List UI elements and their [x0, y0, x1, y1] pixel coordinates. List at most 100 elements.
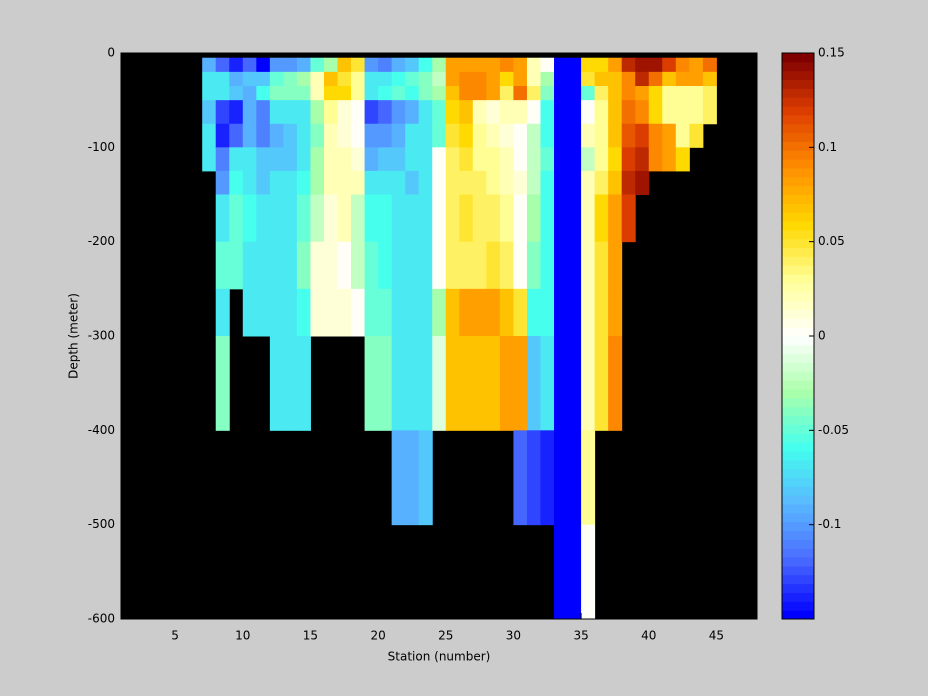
heatmap-cell	[675, 71, 690, 87]
heatmap-cell	[378, 288, 393, 337]
heatmap-cell	[242, 194, 257, 243]
colorbar-band	[782, 565, 814, 576]
heatmap-cell	[621, 71, 636, 87]
plot-frame	[120, 52, 758, 620]
heatmap-cell	[202, 71, 217, 87]
heatmap-cell	[323, 71, 339, 87]
colorbar-band	[782, 415, 814, 425]
heatmap-cell	[418, 170, 433, 195]
colorbar-band	[782, 433, 814, 443]
heatmap-cell	[310, 170, 325, 195]
heatmap-cell	[296, 194, 311, 243]
colorbar-band	[782, 397, 814, 408]
heatmap-cell	[364, 71, 379, 87]
heatmap-cell	[269, 123, 284, 148]
heatmap-cell	[513, 430, 528, 526]
heatmap-cell	[581, 241, 596, 290]
heatmap-cell	[337, 123, 352, 148]
heatmap-cell	[296, 288, 311, 337]
heatmap-cell	[648, 57, 663, 73]
heatmap-cell	[364, 336, 379, 431]
colorbar-band	[782, 123, 814, 134]
heatmap-cell	[215, 86, 230, 101]
heatmap-cell	[608, 288, 623, 337]
heatmap-cell	[567, 288, 582, 337]
heatmap-cell	[499, 288, 514, 337]
colorbar-band	[782, 106, 814, 116]
heatmap-cell	[405, 170, 420, 195]
heatmap-cell	[269, 71, 284, 87]
heatmap-cell	[648, 86, 663, 101]
heatmap-cell	[513, 336, 528, 431]
heatmap-cell	[554, 524, 569, 620]
heatmap-cell	[418, 147, 433, 172]
heatmap-cell	[364, 123, 379, 148]
heatmap-cell	[418, 86, 433, 101]
heatmap-cell	[513, 71, 528, 87]
heatmap-cell	[513, 57, 528, 73]
heatmap-cell	[215, 336, 230, 431]
heatmap-cell	[310, 71, 325, 87]
heatmap-cell	[229, 147, 244, 172]
heatmap-cell	[296, 86, 311, 101]
heatmap-cell	[581, 147, 596, 172]
heatmap-cell	[499, 336, 514, 431]
heatmap-cell	[459, 123, 474, 148]
heatmap-cell	[418, 241, 433, 290]
heatmap-cell	[499, 241, 514, 290]
heatmap-cell	[296, 336, 311, 431]
heatmap-cell	[310, 241, 325, 290]
heatmap-cell	[459, 170, 474, 195]
heatmap-cell	[540, 123, 555, 148]
heatmap-cell	[554, 71, 569, 87]
heatmap-cell	[486, 147, 501, 172]
heatmap-cell	[459, 336, 474, 431]
heatmap-cell	[378, 241, 393, 290]
colorbar-band	[782, 336, 814, 346]
heatmap-cell	[702, 100, 717, 125]
colorbar-tick-label: -0.1	[818, 517, 841, 531]
heatmap-cell	[486, 86, 501, 101]
heatmap-cell	[526, 288, 541, 337]
heatmap-cell	[229, 123, 244, 148]
heatmap-cell	[540, 71, 555, 87]
heatmap-cell	[648, 123, 663, 148]
heatmap-cell	[296, 100, 311, 125]
heatmap-cell	[269, 194, 284, 243]
heatmap-cell	[567, 100, 582, 125]
heatmap-cell	[269, 170, 284, 195]
heatmap-cell	[499, 86, 514, 101]
colorbar-band	[782, 318, 814, 328]
heatmap-cell	[445, 170, 460, 195]
heatmap-cell	[418, 336, 433, 431]
heatmap-cell	[689, 86, 704, 101]
heatmap-cell	[215, 100, 230, 125]
heatmap-cell	[554, 123, 569, 148]
heatmap-cell	[323, 288, 339, 337]
heatmap-cell	[337, 57, 352, 73]
colorbar-band	[782, 530, 814, 540]
heatmap-cell	[364, 194, 379, 243]
heatmap-cell	[202, 147, 217, 172]
heatmap-cell	[554, 288, 569, 337]
heatmap-cell	[608, 170, 623, 195]
heatmap-cell	[445, 147, 460, 172]
heatmap-cell	[486, 336, 501, 431]
heatmap-cell	[594, 147, 609, 172]
colorbar-band	[782, 468, 814, 478]
heatmap-cell	[242, 170, 257, 195]
heatmap-cell	[540, 57, 555, 73]
heatmap-cell	[351, 170, 366, 195]
colorbar-band	[782, 583, 814, 593]
heatmap-cell	[635, 170, 650, 195]
heatmap-cell	[418, 194, 433, 243]
heatmap-cell	[472, 86, 487, 101]
heatmap-cell	[378, 170, 393, 195]
heatmap-cell	[472, 170, 487, 195]
heatmap-cell	[554, 86, 569, 101]
colorbar-band	[782, 203, 814, 213]
heatmap-cell	[459, 57, 474, 73]
colorbar-band	[782, 282, 814, 293]
heatmap-cell	[581, 194, 596, 243]
y-tick-label: -200	[88, 234, 115, 248]
